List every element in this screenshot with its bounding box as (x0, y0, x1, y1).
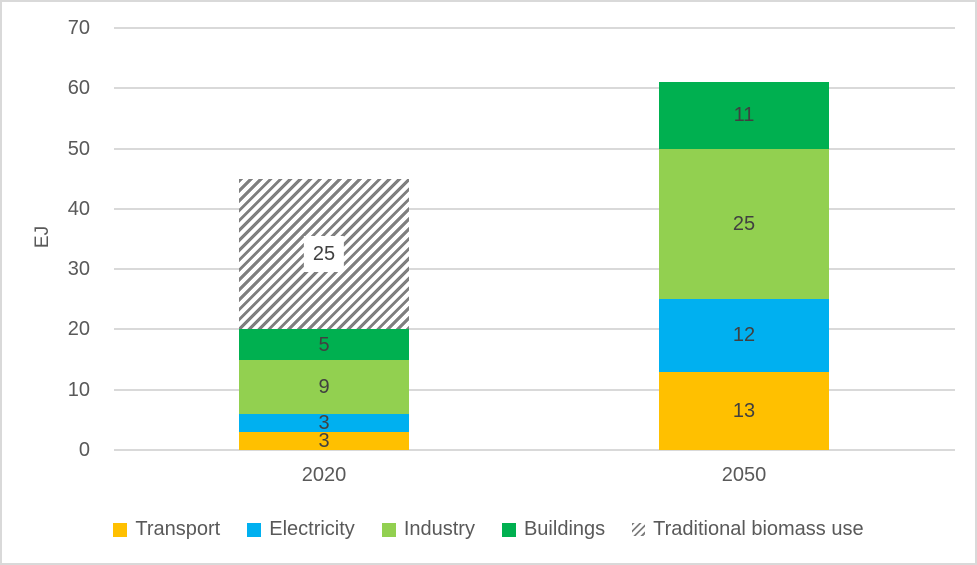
x-category-label: 2050 (721, 464, 767, 486)
legend-label: Buildings (523, 518, 606, 540)
y-tick-label: 20 (67, 318, 90, 341)
legend-swatch-transport (113, 522, 128, 537)
y-tick-label: 70 (67, 17, 90, 39)
legend-swatch-industry (381, 522, 396, 537)
grid-line (114, 207, 955, 210)
y-tick-label: 0 (78, 439, 90, 461)
legend: Transport Electricity Industry Buildings Tra… (2, 518, 975, 541)
data-label: 25 (732, 212, 756, 235)
legend-swatch-buildings (501, 522, 516, 537)
grid-line (114, 87, 955, 90)
bar-2020: 3 3 9 5 25 (239, 178, 409, 452)
legend-item-buildings: Buildings (501, 518, 606, 541)
bar-segment-traditional-biomass-use: 25 (239, 178, 409, 330)
bar-segment-industry: 9 (239, 359, 409, 414)
y-tick-label: 10 (67, 378, 90, 401)
grid-line (114, 147, 955, 150)
data-label: 12 (732, 324, 756, 347)
data-label: 3 (318, 411, 330, 434)
bar-2050: 13 12 25 11 (659, 82, 829, 450)
grid-line (114, 388, 955, 391)
y-axis-title: EJ (32, 225, 53, 249)
legend-swatch-traditional-biomass-use (632, 523, 646, 536)
bar-segment-electricity: 12 (659, 299, 829, 372)
bar-segment-transport: 13 (659, 371, 829, 450)
grid-line (114, 268, 955, 271)
data-label: 11 (733, 104, 755, 127)
y-tick-label: 40 (67, 197, 90, 220)
legend-label: Transport (135, 518, 221, 540)
grid-line (114, 27, 955, 29)
x-category-label: 2020 (301, 464, 347, 486)
y-tick-label: 50 (67, 137, 90, 160)
legend-item-transport: Transport (113, 518, 220, 541)
legend-item-traditional-biomass-use: Traditional biomass use (632, 518, 864, 541)
y-tick-label: 60 (67, 77, 90, 100)
bar-segment-industry: 25 (659, 148, 829, 300)
legend-label: Traditional biomass use (653, 518, 864, 540)
bar-segment-electricity: 3 (239, 411, 409, 434)
data-label: 25 (303, 236, 345, 273)
legend-item-electricity: Electricity (247, 518, 355, 541)
grid-line (114, 449, 955, 451)
data-label: 13 (732, 399, 756, 422)
bar-segment-transport: 3 (239, 429, 409, 452)
legend-label: Industry (403, 518, 475, 540)
data-label: 5 (318, 333, 330, 356)
data-label: 3 (318, 429, 330, 452)
legend-swatch-electricity (247, 522, 262, 537)
legend-item-industry: Industry (381, 518, 475, 541)
grid-line (114, 328, 955, 331)
bar-segment-buildings: 11 (659, 82, 829, 149)
bar-segment-buildings: 5 (239, 329, 409, 360)
plot-area: 3 3 9 5 25 13 12 25 11 (114, 27, 955, 452)
y-tick-label: 30 (67, 258, 90, 281)
data-label: 9 (318, 375, 330, 398)
legend-label: Electricity (269, 518, 355, 540)
